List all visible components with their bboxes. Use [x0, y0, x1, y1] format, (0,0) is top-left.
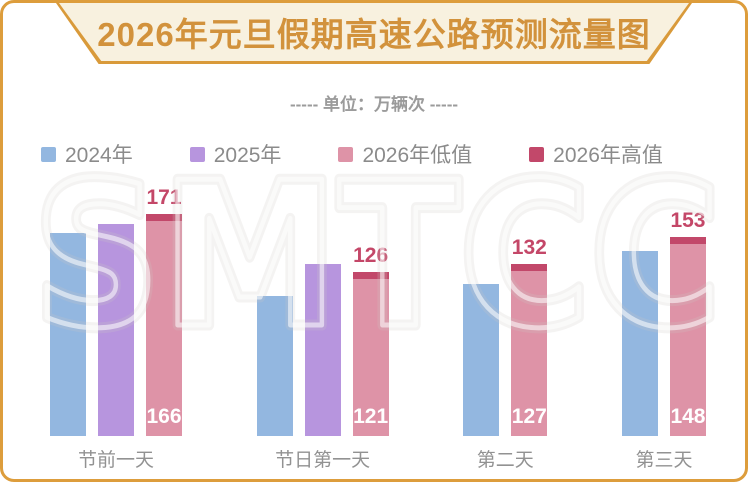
category-label: 节日第一天 [275, 450, 371, 471]
bar-2026-low-body [669, 244, 706, 436]
legend: 2024年 2025年 2026年低值 2026年高值 [3, 139, 745, 169]
legend-swatch-2024 [41, 146, 56, 162]
high-value-label: 126 [353, 244, 389, 267]
bar-2026-high-cap [511, 264, 548, 271]
legend-swatch-2026-high [529, 146, 545, 162]
bar-2025 [98, 224, 134, 436]
bar-2026-high-cap [146, 214, 182, 221]
legend-label-2026-high: 2026年高值 [553, 144, 663, 167]
bar-group: 153 148 第三天 [621, 209, 706, 472]
bar-2026: 153 148 [669, 209, 706, 436]
category-label: 节前一天 [77, 450, 154, 471]
high-value-label: 153 [670, 209, 706, 232]
title-banner: 2026年元旦假期高速公路预测流量图 [56, 3, 692, 64]
bar-2026-low-body [352, 279, 389, 436]
legend-item-2024: 2024年 [41, 139, 133, 169]
bar-group: 171 166 节前一天 [50, 186, 182, 472]
bars-row: 153 148 [621, 209, 706, 436]
category-label: 第三天 [635, 450, 693, 471]
bar-2026: 126 121 [352, 244, 389, 436]
legend-item-2025: 2025年 [189, 139, 282, 169]
bar-2026-high-cap [669, 237, 706, 244]
high-value-label: 132 [511, 236, 547, 259]
bars-row: 132 127 [463, 210, 548, 436]
bar-2026-low-body [146, 221, 182, 436]
bar-group: 126 121 节日第一天 [256, 210, 389, 472]
bar-2024 [621, 251, 658, 436]
low-value-label: 148 [670, 405, 706, 428]
bar-2024 [50, 233, 86, 436]
bars-row: 171 166 [50, 186, 182, 436]
legend-swatch-2026-low [338, 146, 354, 162]
title-banner-inner: 2026年元旦假期高速公路预测流量图 [59, 3, 689, 61]
legend-swatch-2025 [189, 146, 205, 162]
bar-2026: 132 127 [511, 236, 548, 436]
low-value-label: 166 [146, 405, 182, 428]
legend-label-2025: 2025年 [213, 144, 282, 167]
legend-label-2026-low: 2026年低值 [362, 144, 473, 167]
bar-2026: 171 166 [146, 186, 182, 436]
low-value-label: 121 [353, 405, 389, 428]
bar-2026-low-body [511, 271, 548, 436]
legend-item-2026-low: 2026年低值 [338, 139, 472, 169]
high-value-label: 171 [146, 186, 182, 209]
bar-group: 132 127 第二天 [463, 210, 548, 472]
bar-chart: 171 166 节前一天 126 121 节日第一天 132 127 第二天 153 148 第三天 [3, 186, 745, 472]
category-label: 第二天 [476, 450, 534, 471]
legend-item-2026-high: 2026年高值 [529, 139, 663, 169]
legend-label-2024: 2024年 [65, 144, 133, 167]
bar-2026-high-cap [352, 272, 389, 279]
low-value-label: 127 [511, 405, 547, 428]
bar-2025 [304, 264, 341, 436]
unit-subtitle: ----- 单位：万辆次 ----- [289, 95, 459, 114]
bar-2024 [256, 296, 293, 436]
bar-2024 [463, 284, 500, 436]
bars-row: 126 121 [256, 210, 389, 436]
page-title: 2026年元旦假期高速公路预测流量图 [97, 16, 651, 53]
